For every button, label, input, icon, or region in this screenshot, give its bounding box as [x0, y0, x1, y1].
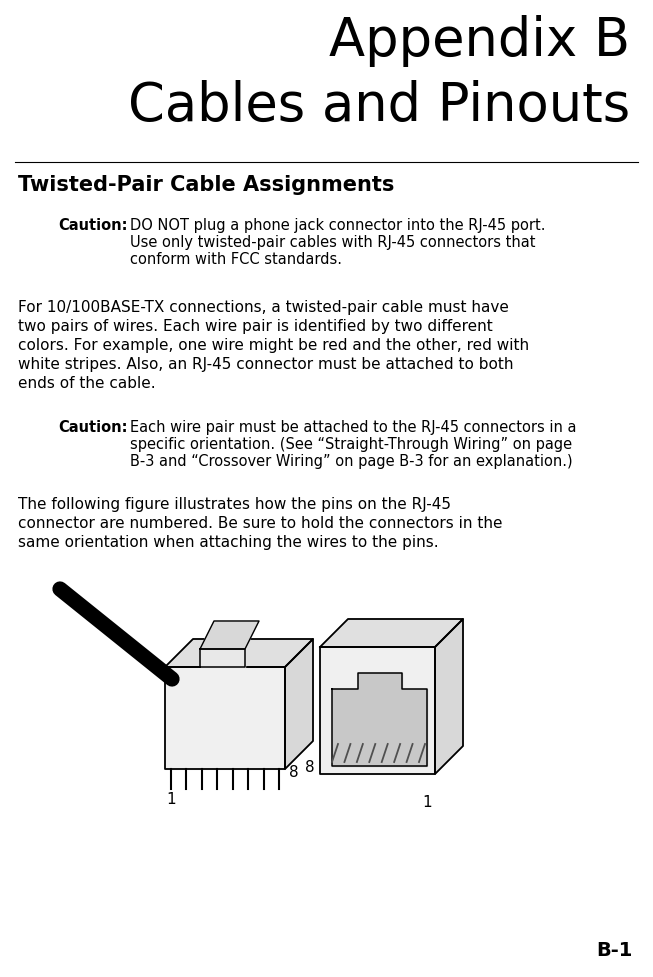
Text: DO NOT plug a phone jack connector into the RJ-45 port.: DO NOT plug a phone jack connector into … [130, 218, 545, 233]
Text: Caution:: Caution: [58, 419, 127, 435]
Polygon shape [332, 673, 427, 766]
Text: Caution:: Caution: [58, 218, 127, 233]
Text: Use only twisted-pair cables with RJ-45 connectors that: Use only twisted-pair cables with RJ-45 … [130, 234, 535, 250]
Polygon shape [320, 619, 463, 648]
Text: B-3 and “Crossover Wiring” on page B-3 for an explanation.): B-3 and “Crossover Wiring” on page B-3 f… [130, 453, 573, 469]
Text: colors. For example, one wire might be red and the other, red with: colors. For example, one wire might be r… [18, 338, 529, 353]
Text: specific orientation. (See “Straight-Through Wiring” on page: specific orientation. (See “Straight-Thr… [130, 437, 572, 451]
Polygon shape [200, 650, 245, 667]
Polygon shape [200, 621, 259, 650]
Polygon shape [285, 639, 313, 769]
Text: 1: 1 [422, 794, 432, 809]
Text: conform with FCC standards.: conform with FCC standards. [130, 252, 342, 267]
Text: 1: 1 [166, 791, 176, 806]
Text: 8: 8 [306, 759, 315, 774]
Text: 8: 8 [289, 764, 298, 780]
Text: Each wire pair must be attached to the RJ-45 connectors in a: Each wire pair must be attached to the R… [130, 419, 577, 435]
Text: two pairs of wires. Each wire pair is identified by two different: two pairs of wires. Each wire pair is id… [18, 319, 493, 334]
Text: Appendix B: Appendix B [329, 15, 630, 67]
Text: Twisted-Pair Cable Assignments: Twisted-Pair Cable Assignments [18, 175, 394, 194]
Text: connector are numbered. Be sure to hold the connectors in the: connector are numbered. Be sure to hold … [18, 516, 503, 531]
Text: B-1: B-1 [597, 940, 633, 959]
Text: The following figure illustrates how the pins on the RJ-45: The following figure illustrates how the… [18, 496, 451, 512]
Polygon shape [165, 667, 285, 769]
Polygon shape [320, 648, 435, 774]
Polygon shape [165, 639, 313, 667]
Text: ends of the cable.: ends of the cable. [18, 375, 155, 391]
Polygon shape [435, 619, 463, 774]
Text: For 10/100BASE-TX connections, a twisted-pair cable must have: For 10/100BASE-TX connections, a twisted… [18, 300, 509, 315]
Text: white stripes. Also, an RJ-45 connector must be attached to both: white stripes. Also, an RJ-45 connector … [18, 357, 513, 371]
Text: same orientation when attaching the wires to the pins.: same orientation when attaching the wire… [18, 534, 439, 549]
Text: Cables and Pinouts: Cables and Pinouts [128, 80, 630, 132]
